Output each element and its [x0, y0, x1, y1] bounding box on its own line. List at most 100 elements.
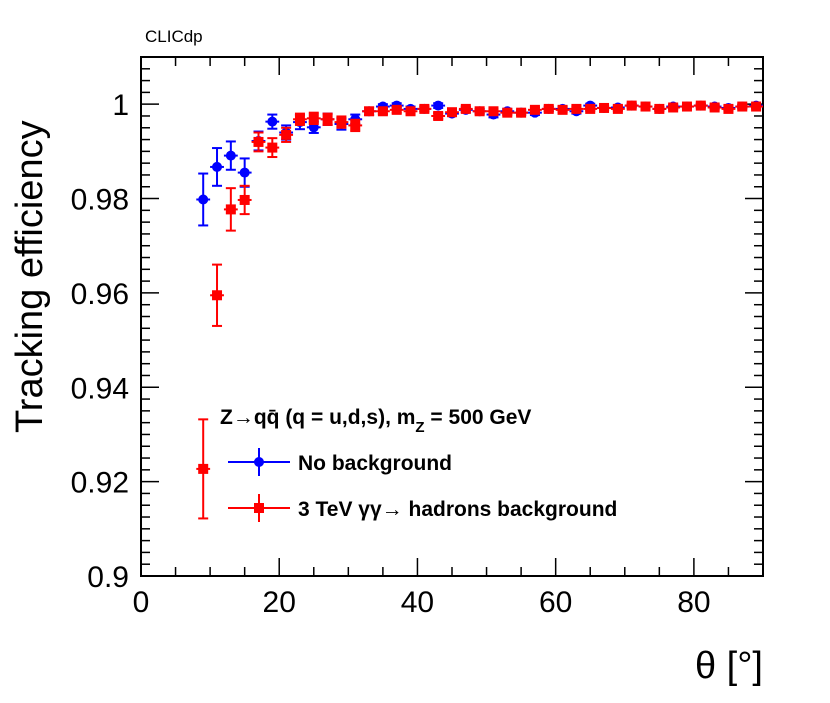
legend: Z→qq̄ (q = u,d,s), mZ = 500 GeV No backg… [220, 406, 617, 522]
data-point [403, 106, 418, 117]
data-marker [640, 101, 651, 112]
data-marker [681, 101, 692, 112]
data-point [749, 101, 763, 112]
data-marker [433, 110, 444, 121]
axis-tick-labels: 0 20 40 60 80 0.9 0.92 0.94 0.96 0.98 1 [71, 89, 711, 619]
data-marker [516, 107, 527, 118]
data-point [555, 104, 570, 115]
data-marker [447, 107, 457, 118]
data-point [583, 103, 598, 114]
data-marker [405, 106, 416, 117]
data-marker [267, 116, 278, 127]
y-tick-label: 0.94 [71, 372, 129, 405]
data-marker [281, 129, 292, 140]
data-marker [668, 102, 679, 113]
series-no-background [196, 100, 763, 227]
data-marker [322, 114, 333, 125]
data-point [680, 101, 694, 112]
data-marker [253, 136, 264, 147]
data-marker [543, 103, 554, 114]
data-point [652, 103, 667, 114]
data-marker [239, 167, 250, 178]
data-marker [212, 161, 223, 172]
data-marker [709, 102, 720, 113]
x-tick-label: 40 [401, 586, 434, 619]
data-point [458, 103, 473, 114]
data-marker [723, 103, 734, 114]
data-marker [474, 106, 485, 117]
data-point [597, 102, 611, 113]
data-point [735, 101, 750, 112]
data-point [196, 418, 211, 520]
data-point [445, 107, 459, 118]
data-marker [488, 106, 499, 117]
data-point [251, 131, 266, 153]
data-marker [557, 104, 568, 115]
data-marker [198, 194, 209, 205]
data-marker [350, 120, 361, 131]
watermark: CLICdp [145, 27, 203, 46]
legend-marker [254, 503, 264, 513]
data-point [320, 112, 335, 126]
data-point [472, 106, 487, 117]
legend-label: 3 TeV γγ→ hadrons background [298, 498, 617, 521]
data-marker [585, 103, 596, 114]
legend-header-main: Z→qq̄ (q = u,d,s), m [220, 406, 415, 429]
data-marker [391, 104, 402, 115]
data-point [237, 184, 252, 216]
data-marker [433, 100, 444, 111]
data-marker [737, 101, 748, 112]
data-marker [212, 290, 223, 301]
legend-header: Z→qq̄ (q = u,d,s), mZ = 500 GeV [220, 406, 531, 436]
data-point [707, 102, 722, 113]
legend-header-sub: Z [415, 419, 424, 436]
data-point [486, 106, 501, 117]
y-tick-label: 1 [112, 89, 129, 122]
axis-ticks [140, 56, 764, 577]
data-point [223, 187, 238, 232]
data-marker [308, 113, 319, 124]
data-point [500, 107, 515, 118]
data-marker [198, 463, 209, 474]
data-marker [336, 117, 347, 128]
data-marker [225, 204, 236, 215]
data-point [431, 110, 446, 121]
data-marker [751, 101, 762, 112]
data-marker [695, 100, 706, 111]
legend-entry: No background [228, 448, 452, 476]
legend-header-tail: = 500 GeV [425, 406, 532, 429]
data-point [223, 140, 238, 171]
data-marker [364, 106, 375, 117]
legend-entry: 3 TeV γγ→ hadrons background [228, 494, 617, 522]
data-marker [502, 107, 513, 118]
y-tick-label: 0.98 [71, 184, 129, 217]
data-series [196, 100, 763, 520]
data-marker [571, 103, 582, 114]
data-point [417, 103, 432, 114]
x-tick-label: 20 [263, 586, 296, 619]
data-marker [599, 102, 610, 113]
data-point [210, 263, 224, 327]
data-point [196, 172, 211, 227]
data-point [348, 118, 363, 133]
y-tick-label: 0.9 [87, 561, 129, 594]
data-point [210, 147, 224, 187]
data-point [306, 111, 321, 125]
data-point [389, 104, 404, 115]
x-axis-title: θ [°] [695, 645, 763, 687]
data-point [528, 104, 542, 115]
legend-marker [254, 457, 264, 467]
data-marker [529, 104, 540, 115]
data-point [541, 103, 556, 114]
x-tick-label: 80 [677, 586, 710, 619]
data-marker [626, 100, 637, 111]
data-point [666, 102, 681, 113]
data-point [362, 106, 376, 117]
y-axis-title: Tracking efficiency [9, 120, 51, 433]
data-point [375, 106, 390, 117]
data-marker [377, 106, 388, 117]
legend-label: No background [298, 452, 452, 475]
data-point [265, 137, 280, 159]
x-tick-label: 0 [133, 586, 150, 619]
